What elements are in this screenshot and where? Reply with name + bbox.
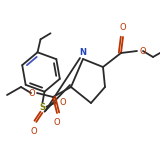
- Text: O: O: [54, 118, 60, 127]
- Text: O: O: [139, 47, 146, 55]
- Text: O: O: [28, 89, 35, 97]
- Text: S: S: [40, 103, 45, 112]
- Text: O: O: [60, 98, 66, 107]
- Text: O: O: [120, 23, 126, 32]
- Text: O: O: [30, 127, 37, 136]
- Text: N: N: [80, 48, 87, 57]
